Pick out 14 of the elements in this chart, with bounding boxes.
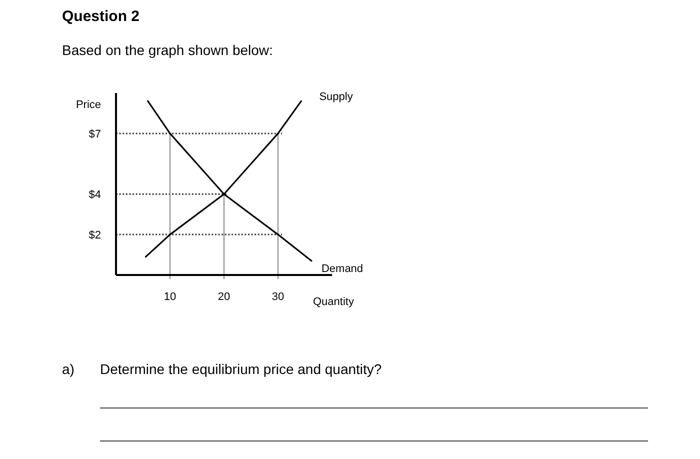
y-tick-label: $2 <box>88 230 101 242</box>
series-label: Supply <box>319 91 354 104</box>
series-label: Demand <box>321 262 364 275</box>
x-tick-label: 10 <box>164 291 176 303</box>
y-axis-title: Price <box>76 99 101 111</box>
y-tick-label: $7 <box>88 128 101 140</box>
text: a) <box>62 361 74 377</box>
chart-subtitle: Based on the graph shown below: <box>62 42 273 58</box>
y-tick-label: $4 <box>88 189 101 202</box>
text: Determine the equilibrium price and quantity? <box>100 361 382 377</box>
x-tick-label: 20 <box>218 291 230 303</box>
x-axis-title: Quantity <box>313 296 354 308</box>
x-tick-label: 30 <box>272 291 284 303</box>
chart-title: Question 2 <box>62 8 140 25</box>
